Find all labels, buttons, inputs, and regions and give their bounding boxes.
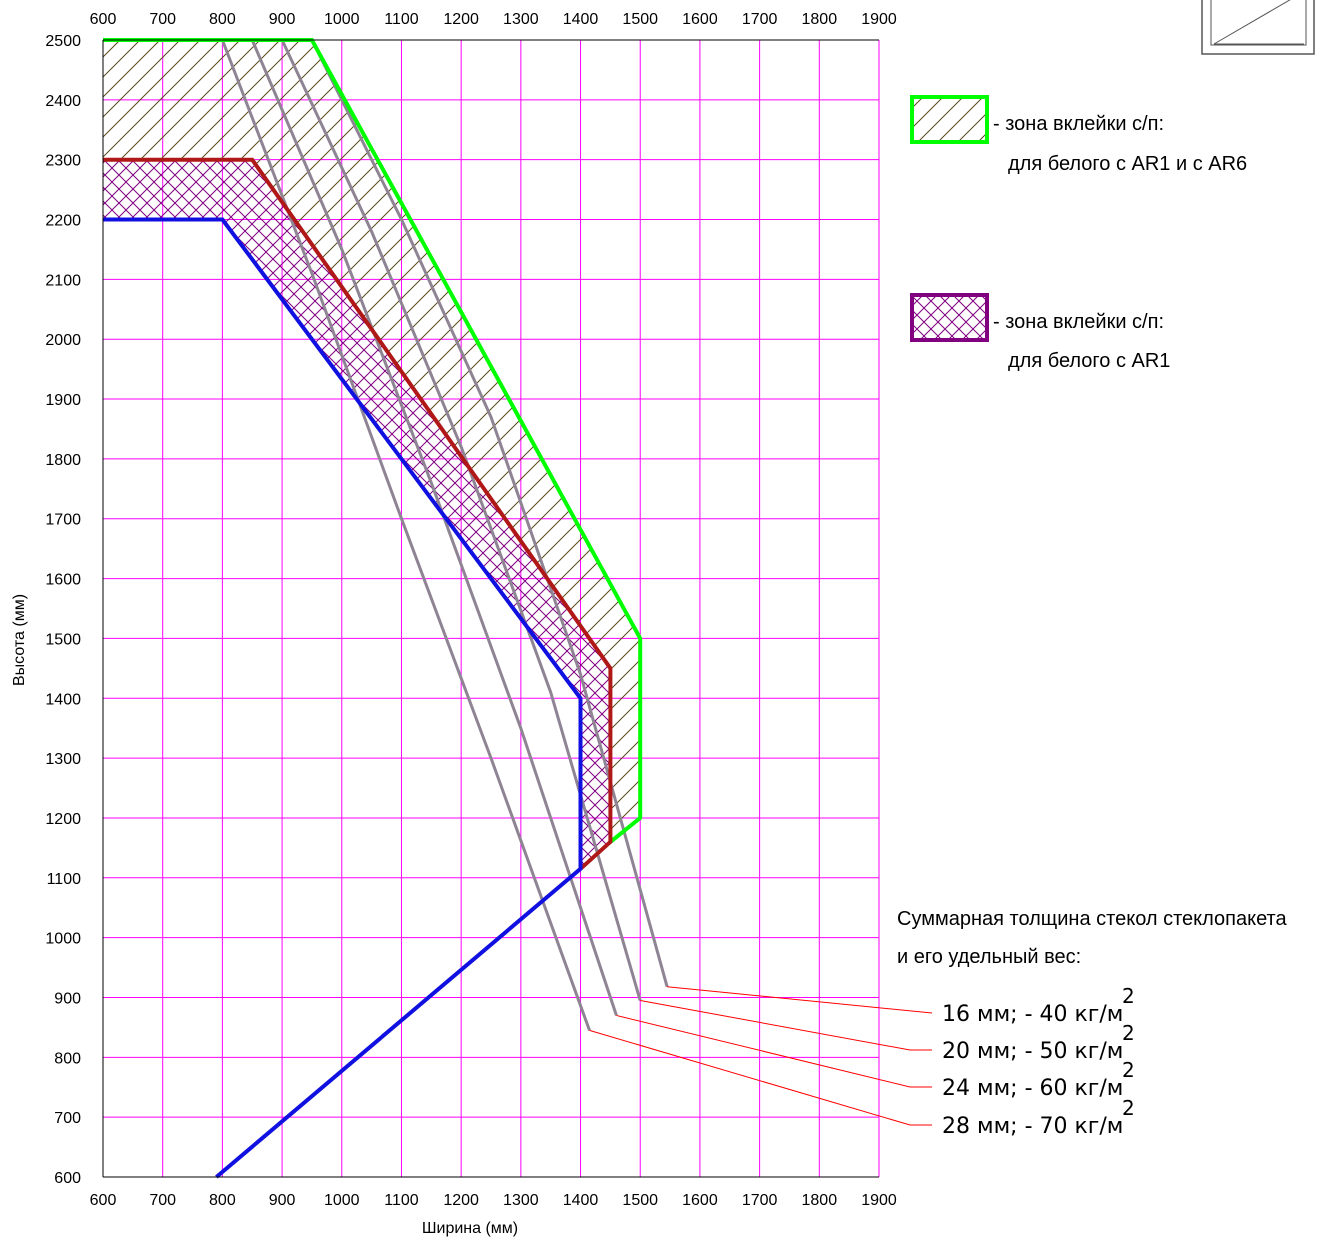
legend-label-ar1-ar6-line2: для белого с AR1 и с AR6 [1008, 153, 1247, 175]
x-tick-label: 1400 [563, 1192, 599, 1209]
x-tick-label: 1900 [861, 1192, 897, 1209]
y-tick-label: 2400 [45, 93, 81, 110]
x-tick-label-top: 1800 [802, 11, 838, 28]
boundary-ar1 [103, 157, 613, 871]
x-tick-label-top: 1200 [443, 11, 479, 28]
axes: 600 600 700 700 800 800 900 900 1000 1000 1100 1100… [45, 11, 896, 1209]
x-tick-label-top: 1400 [563, 11, 599, 28]
legend-swatch-ar1-ar6 [910, 95, 989, 144]
y-tick-label: 1600 [45, 572, 81, 589]
series-label-sup-4: 2 [1122, 1096, 1135, 1120]
x-tick-label: 1300 [503, 1192, 539, 1209]
y-tick-label: 1400 [45, 691, 81, 708]
x-tick-label: 600 [90, 1192, 117, 1209]
x-tick-label: 1100 [384, 1192, 419, 1209]
legend-item-ar1-ar6: - зона вклейки с/п: для белого с AR1 и с… [910, 95, 1247, 175]
x-tick-label: 900 [269, 1192, 296, 1209]
y-tick-label: 900 [54, 990, 81, 1007]
legend-label-ar1-line1: - зона вклейки с/п: [993, 311, 1164, 333]
y-tick-label: 600 [54, 1170, 81, 1187]
y-tick-label: 700 [54, 1110, 81, 1127]
x-tick-label-top: 600 [90, 11, 117, 28]
y-tick-label: 800 [54, 1050, 81, 1067]
y-tick-label: 2000 [45, 332, 81, 349]
legend-label-ar1-ar6-line1: - зона вклейки с/п: [993, 113, 1164, 135]
legend-swatch-ar1 [910, 293, 989, 342]
y-tick-label: 2500 [45, 33, 81, 50]
leader-line-1 [667, 986, 933, 1014]
y-tick-label: 1700 [45, 512, 81, 529]
y-tick-label: 1000 [45, 931, 81, 948]
y-tick-label: 1300 [45, 751, 81, 768]
x-tick-label-top: 700 [149, 11, 176, 28]
x-tick-label-top: 1300 [503, 11, 539, 28]
y-tick-label: 2300 [45, 153, 81, 170]
x-tick-label-top: 900 [269, 11, 296, 28]
x-tick-label: 1600 [682, 1192, 718, 1209]
x-tick-label-top: 1600 [682, 11, 718, 28]
series-label-2: 20 мм; - 50 кг/м [942, 1039, 1123, 1064]
series-label-sup-3: 2 [1122, 1058, 1135, 1082]
y-tick-label: 2100 [45, 272, 81, 289]
x-tick-label-top: 1700 [742, 11, 778, 28]
series-label-1: 16 мм; - 40 кг/м [942, 1002, 1123, 1027]
x-tick-label: 1200 [443, 1192, 479, 1209]
y-tick-label: 2200 [45, 213, 81, 230]
zone-fill-ar1-ar6 [103, 40, 641, 869]
x-tick-label-top: 800 [209, 11, 236, 28]
series-label-3: 24 мм; - 60 кг/м [942, 1076, 1123, 1101]
weight-curves-title-line1: Суммарная толщина стекол стеклопакета [897, 908, 1287, 930]
x-tick-label: 1700 [742, 1192, 778, 1209]
leader-line-2 [640, 999, 932, 1051]
window-sash-icon [1201, 0, 1315, 55]
series-label-sup-1: 2 [1122, 984, 1135, 1008]
x-tick-label: 800 [209, 1192, 236, 1209]
x-tick-label-top: 1100 [384, 11, 419, 28]
y-tick-label: 1100 [47, 871, 82, 888]
legend-item-ar1: - зона вклейки с/п: для белого с AR1 [910, 293, 1170, 372]
leader-line-3 [616, 1014, 932, 1088]
x-tick-label: 1000 [324, 1192, 360, 1209]
weight-curve-4 [220, 39, 591, 1031]
series-label-4: 28 мм; - 70 кг/м [942, 1114, 1123, 1139]
zones [103, 40, 641, 869]
y-tick-label: 1500 [45, 631, 81, 648]
leader-line-4 [589, 1029, 932, 1126]
y-tick-label: 1800 [45, 452, 81, 469]
weight-curves-title-line2: и его удельный вес: [897, 946, 1081, 968]
x-tick-label-top: 1500 [622, 11, 658, 28]
x-tick-label-top: 1900 [861, 11, 897, 28]
y-axis-label: Высота (мм) [11, 594, 28, 686]
x-tick-label-top: 1000 [324, 11, 360, 28]
y-tick-label: 1200 [45, 811, 81, 828]
boundary-lower [103, 217, 583, 1179]
y-tick-label: 1900 [45, 392, 81, 409]
x-tick-label: 1800 [802, 1192, 838, 1209]
x-tick-label: 1500 [622, 1192, 658, 1209]
x-tick-label: 700 [149, 1192, 176, 1209]
legend-label-ar1-line2: для белого с AR1 [1008, 350, 1170, 372]
x-axis-label: Ширина (мм) [422, 1220, 518, 1237]
series-label-sup-2: 2 [1122, 1021, 1135, 1045]
weight-curve-3 [250, 39, 618, 1016]
